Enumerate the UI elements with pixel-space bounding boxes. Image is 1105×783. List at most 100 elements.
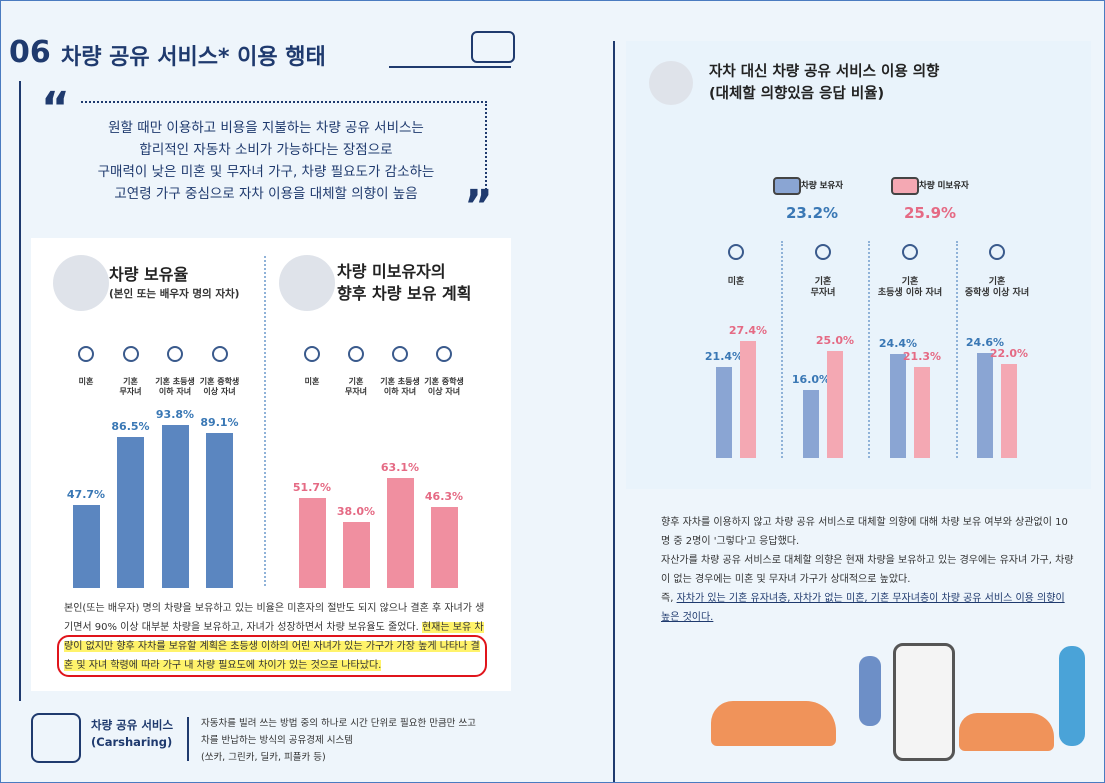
value-label: 21.3%: [902, 350, 942, 364]
value-label: 86.5%: [111, 420, 150, 434]
bar: [161, 424, 189, 588]
car-illustration: [711, 701, 836, 746]
category-icon: [122, 346, 139, 362]
definition-text: 자동차를 빌려 쓰는 방법 중의 하나로 시간 단위로 필요한 만큼만 쓰고 차…: [201, 718, 476, 763]
category-label: 기혼 무자녀: [119, 377, 142, 396]
category-label: 기혼 무자녀: [810, 277, 836, 299]
category-icon: [815, 244, 831, 260]
left-card: [31, 238, 511, 691]
category-icon: [348, 346, 364, 362]
note-underlined: 자차가 있는 기혼 유자녀층, 자차가 없는 미혼, 기혼 무자녀층이 차량 공…: [661, 593, 1065, 623]
note-text: 본인(또는 배우자) 명의 차량을 보유하고 있는 비율은 미혼자의 절반도 되…: [64, 603, 485, 633]
right-note: 향후 자차를 이용하지 않고 차량 공유 서비스로 대체할 의향에 대해 차량 …: [661, 513, 1076, 627]
quote-mark: ”: [464, 181, 493, 232]
bar: [206, 432, 233, 588]
value-label: 38.0%: [336, 504, 376, 518]
note-prefix: 즉,: [661, 593, 677, 604]
category-icon: [436, 346, 452, 362]
value-label: 51.7%: [292, 481, 332, 495]
left-note: 본인(또는 배우자) 명의 차량을 보유하고 있는 비율은 미혼자의 절반도 되…: [64, 599, 486, 675]
series-total: 23.2%: [786, 204, 839, 222]
bar: [72, 505, 100, 588]
category-icon: [211, 346, 228, 362]
definition-icon: [31, 713, 81, 763]
definition-term: 차량 공유 서비스 (Carsharing): [91, 718, 174, 749]
value-label: 46.3%: [424, 490, 464, 504]
bar: [977, 352, 993, 458]
value-label: 89.1%: [200, 415, 239, 429]
panel-icon: [53, 255, 109, 311]
legend-name: 차량 보유자: [801, 181, 844, 191]
category-label: 미혼: [78, 377, 94, 386]
category-icon: [167, 346, 183, 362]
legend-name: 차량 미보유자: [919, 181, 969, 191]
panel-title: 차량 미보유자의 향후 차량 보유 계획: [337, 262, 472, 303]
group-divider: [956, 241, 958, 458]
value-label: 24.4%: [878, 336, 918, 350]
category-label: 미혼: [727, 277, 745, 287]
definition-rule: [187, 717, 189, 761]
divider: [613, 41, 615, 782]
value-label: 47.7%: [66, 488, 106, 501]
bar: [740, 341, 756, 458]
quote-text: 원할 때만 이용하고 비용을 지불하는 차량 공유 서비스는 합리적인 자동차 …: [97, 120, 435, 202]
chart-title: 자차 대신 차량 공유 서비스 이용 의향 (대체할 의향있음 응답 비율): [709, 64, 940, 102]
bar: [803, 389, 819, 458]
section-title: 차량 공유 서비스* 이용 행태: [61, 45, 326, 70]
bar: [298, 498, 326, 588]
title-rule: [389, 66, 511, 68]
category-icon: [902, 244, 918, 260]
bar: [716, 366, 732, 458]
value-label: 16.0%: [791, 372, 831, 386]
legend-icon: [773, 177, 801, 195]
group-divider: [781, 241, 783, 458]
value-label: 22.0%: [989, 347, 1029, 361]
category-label: 미혼: [304, 377, 320, 386]
value-label: 63.1%: [380, 461, 420, 475]
title-icon: [471, 31, 515, 63]
category-label: 기혼 중학생 이상 자녀: [424, 377, 464, 396]
category-label: 기혼 중학생 이상 자녀: [964, 277, 1030, 299]
category-icon: [728, 244, 744, 260]
category-label: 기혼 초등생 이하 자녀: [155, 377, 195, 396]
category-icon: [78, 346, 94, 362]
highlight-outline: [57, 635, 487, 677]
quote-frame: [81, 101, 487, 193]
car-illustration: [959, 713, 1054, 751]
value-label: 27.4%: [728, 324, 768, 337]
left-rule: [19, 81, 21, 701]
category-icon: [392, 346, 408, 362]
category-label: 기혼 무자녀: [344, 377, 368, 396]
chart-icon: [649, 61, 693, 105]
panel-title: 차량 보유율: [109, 265, 189, 284]
bar: [342, 521, 370, 588]
bar: [890, 353, 906, 458]
panel-subtitle: (본인 또는 배우자 명의 자차): [109, 288, 240, 300]
value-label: 21.4%: [704, 349, 744, 363]
value-label: 24.6%: [965, 335, 1005, 349]
category-label: 기혼 초등생 이하 자녀: [877, 277, 943, 299]
value-label: 93.8%: [155, 407, 195, 421]
category-icon: [304, 346, 320, 362]
category-icon: [989, 244, 1005, 260]
group-divider: [868, 241, 870, 458]
bar: [430, 507, 458, 588]
bar: [1001, 364, 1017, 458]
section-number: 06: [9, 35, 51, 70]
bar: [117, 437, 144, 588]
panel-icon: [279, 255, 335, 311]
value-label: 25.0%: [815, 334, 855, 348]
note-paragraph: 자산가를 차량 공유 서비스로 대체할 의향은 현재 차량을 보유하고 있는 경…: [661, 555, 1074, 585]
bar: [386, 478, 414, 588]
person-illustration: [859, 656, 881, 726]
legend-icon: [891, 177, 919, 195]
bar: [827, 351, 843, 458]
category-label: 기혼 초등생 이하 자녀: [380, 377, 420, 396]
right-card: [626, 41, 1091, 489]
bar: [914, 367, 930, 458]
person-illustration: [1059, 646, 1085, 746]
note-paragraph: 향후 자차를 이용하지 않고 차량 공유 서비스로 대체할 의향에 대해 차량 …: [661, 517, 1068, 547]
panel-divider: [264, 256, 266, 586]
category-label: 기혼 중학생 이상 자녀: [199, 377, 240, 396]
